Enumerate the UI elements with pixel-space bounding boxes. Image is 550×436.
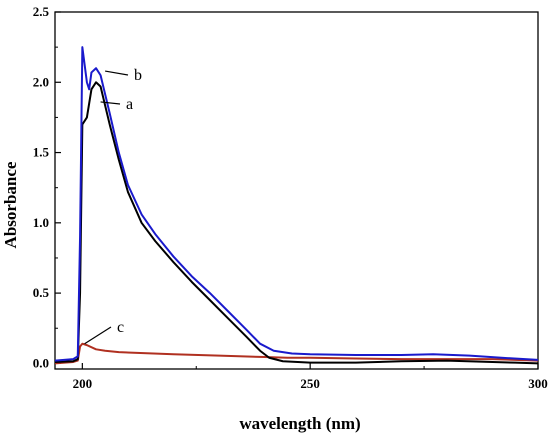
y-tick-label: 2.5 <box>33 4 50 19</box>
y-tick-label: 0.0 <box>33 355 49 370</box>
label-leader-a <box>100 101 121 105</box>
curve-label-a: a <box>126 96 133 113</box>
x-axis-title: wavelength (nm) <box>239 414 360 433</box>
curve-label-c: c <box>117 319 124 336</box>
series-line-c <box>54 342 539 365</box>
label-leader-c <box>84 326 112 345</box>
y-tick-label: 1.5 <box>33 145 50 160</box>
y-tick-label: 2.0 <box>33 74 49 89</box>
axis-ticks: 200 250 300 0.0 0.5 1.0 1.5 2.0 2.5 <box>33 4 548 391</box>
label-leader-b <box>105 70 129 76</box>
x-tick-label: 200 <box>73 376 93 391</box>
series-line-b <box>54 46 539 362</box>
x-tick-label: 300 <box>528 376 548 391</box>
y-tick-label: 1.0 <box>33 215 49 230</box>
curve-labels: ab c <box>84 67 142 345</box>
y-tick-label: 0.5 <box>33 285 50 300</box>
y-axis-title: Absorbance <box>1 161 20 248</box>
curve-label-b: b <box>134 67 142 84</box>
series-layer <box>54 46 539 365</box>
series-line-a <box>54 81 539 365</box>
x-tick-label: 250 <box>300 376 320 391</box>
plot-frame <box>54 11 539 370</box>
